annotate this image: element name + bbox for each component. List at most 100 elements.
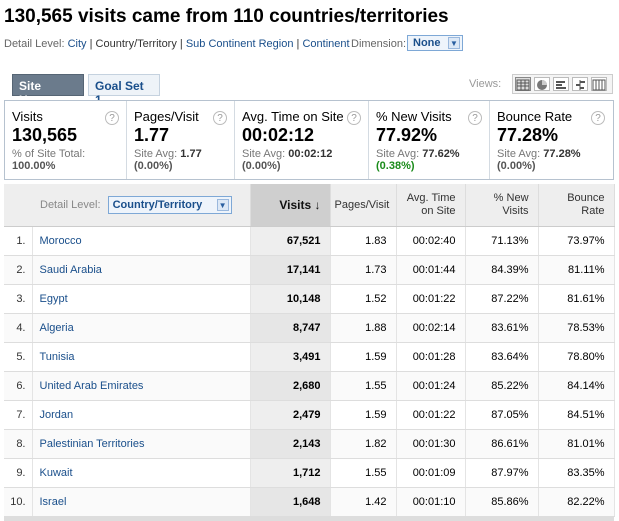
row-bounce-rate: 83.35% bbox=[538, 458, 615, 488]
row-avg-time: 00:01:22 bbox=[396, 284, 466, 314]
help-icon[interactable]: ? bbox=[468, 111, 482, 125]
country-link[interactable]: Tunisia bbox=[39, 351, 75, 363]
metric-site-avg: Site Avg: 77.62% bbox=[376, 148, 460, 160]
row-country: Egypt bbox=[32, 284, 251, 314]
table-row: 1. Morocco 67,521 1.83 00:02:40 71.13% 73.97% bbox=[4, 226, 615, 256]
row-visits: 8,747 bbox=[250, 313, 331, 343]
row-index: 2. bbox=[4, 255, 33, 285]
tab-goal-set-1[interactable]: Goal Set 1 bbox=[88, 74, 160, 107]
row-new-visits: 86.61% bbox=[465, 429, 539, 459]
detail-level-subcontinent-link[interactable]: Sub Continent Region bbox=[185, 38, 294, 50]
row-new-visits: 84.39% bbox=[465, 255, 539, 285]
country-link[interactable]: Jordan bbox=[39, 409, 74, 421]
country-link[interactable]: Palestinian Territories bbox=[39, 438, 145, 450]
scorecard: Visits 130,565 % of Site Total: 100.00% … bbox=[4, 100, 614, 180]
column-header-pages-visit[interactable]: Pages/Visit bbox=[330, 184, 397, 227]
country-link[interactable]: Algeria bbox=[39, 322, 74, 334]
country-link[interactable]: Israel bbox=[39, 496, 67, 508]
row-country: Kuwait bbox=[32, 458, 251, 488]
pie-view-icon[interactable] bbox=[534, 77, 550, 91]
metric-sub-label: % of Site Total: bbox=[12, 148, 86, 160]
metric-name: Pages/Visit bbox=[134, 109, 199, 124]
row-country: Tunisia bbox=[32, 342, 251, 372]
country-link[interactable]: Saudi Arabia bbox=[39, 264, 102, 276]
table-header-row: Detail Level: Country/Territory ▼ Visits… bbox=[4, 184, 615, 227]
row-visits: 2,479 bbox=[250, 400, 331, 430]
table-view-icon[interactable] bbox=[515, 77, 531, 91]
table-row: 6. United Arab Emirates 2,680 1.55 00:01:24 8… bbox=[4, 371, 615, 401]
column-header-bounce-rate[interactable]: Bounce Rate bbox=[538, 184, 615, 227]
metric-name: Bounce Rate bbox=[497, 109, 573, 124]
metric-value: 130,565 bbox=[12, 125, 78, 145]
row-country: Palestinian Territories bbox=[32, 429, 251, 459]
row-visits: 3,491 bbox=[250, 342, 331, 372]
sort-down-arrow-icon: ↓ bbox=[314, 197, 321, 212]
row-bounce-rate: 78.53% bbox=[538, 313, 615, 343]
table-row: 8. Palestinian Territories 2,143 1.82 00:01:… bbox=[4, 429, 615, 459]
help-icon[interactable]: ? bbox=[213, 111, 227, 125]
views-switcher bbox=[512, 74, 613, 94]
row-country: Jordan bbox=[32, 400, 251, 430]
country-link[interactable]: Kuwait bbox=[39, 467, 73, 479]
row-visits: 1,712 bbox=[250, 458, 331, 488]
metric-delta: (0.00%) bbox=[242, 160, 281, 172]
row-pages-visit: 1.83 bbox=[330, 226, 397, 256]
detail-level-select[interactable]: Country/Territory ▼ bbox=[107, 196, 232, 214]
row-index: 7. bbox=[4, 400, 33, 430]
row-new-visits: 87.22% bbox=[465, 284, 539, 314]
metric-site-avg: Site Avg: 1.77 bbox=[134, 148, 202, 160]
row-new-visits: 83.61% bbox=[465, 313, 539, 343]
column-header-new-visits[interactable]: % New Visits bbox=[465, 184, 539, 227]
dimension-value: None bbox=[413, 37, 441, 49]
comparison-view-icon[interactable] bbox=[572, 77, 588, 91]
help-icon[interactable]: ? bbox=[347, 111, 361, 125]
row-avg-time: 00:01:22 bbox=[396, 400, 466, 430]
row-visits: 17,141 bbox=[250, 255, 331, 285]
help-icon[interactable]: ? bbox=[591, 111, 605, 125]
metric-value: 77.92% bbox=[376, 125, 438, 145]
detail-level-city-link[interactable]: City bbox=[67, 38, 87, 50]
detail-level-continent-link[interactable]: Continent bbox=[302, 38, 350, 50]
detail-level-row: Detail Level: City | Country/Territory |… bbox=[4, 38, 350, 50]
country-link[interactable]: Morocco bbox=[39, 235, 82, 247]
help-icon[interactable]: ? bbox=[105, 111, 119, 125]
pagination-strip bbox=[4, 516, 614, 521]
row-avg-time: 00:01:24 bbox=[396, 371, 466, 401]
metric-avg-time: Avg. Time on Site 00:02:12 Site Avg: 00:… bbox=[235, 101, 369, 179]
table-row: 9. Kuwait 1,712 1.55 00:01:09 87.97% 83.35% bbox=[4, 458, 615, 488]
column-header-avg-time[interactable]: Avg. Time on Site bbox=[396, 184, 466, 227]
detail-level-header: Detail Level: Country/Territory ▼ bbox=[4, 184, 251, 227]
pivot-view-icon[interactable] bbox=[591, 77, 607, 91]
table-row: 3. Egypt 10,148 1.52 00:01:22 87.22% 81.61% bbox=[4, 284, 615, 314]
country-link[interactable]: United Arab Emirates bbox=[39, 380, 144, 392]
views-label: Views: bbox=[469, 78, 502, 90]
row-index: 10. bbox=[4, 487, 33, 517]
page-title: 130,565 visits came from 110 countries/t… bbox=[4, 6, 449, 27]
metric-new-visits: % New Visits 77.92% Site Avg: 77.62% (0.… bbox=[369, 101, 490, 179]
row-bounce-rate: 81.11% bbox=[538, 255, 615, 285]
performance-view-icon[interactable] bbox=[553, 77, 569, 91]
metric-pages-visit: Pages/Visit 1.77 Site Avg: 1.77 (0.00%) … bbox=[127, 101, 235, 179]
row-index: 1. bbox=[4, 226, 33, 256]
row-visits: 67,521 bbox=[250, 226, 331, 256]
row-bounce-rate: 84.51% bbox=[538, 400, 615, 430]
row-pages-visit: 1.55 bbox=[330, 371, 397, 401]
metric-delta: (0.00%) bbox=[497, 160, 536, 172]
detail-level-label: Detail Level: bbox=[40, 198, 101, 211]
tab-site-usage[interactable]: Site Usage bbox=[12, 74, 84, 107]
detail-level-label: Detail Level: bbox=[4, 38, 65, 50]
column-header-visits[interactable]: Visits ↓ bbox=[250, 184, 331, 227]
detail-level-country-current: Country/Territory bbox=[95, 38, 177, 50]
row-country: Algeria bbox=[32, 313, 251, 343]
data-table: Detail Level: Country/Territory ▼ Visits… bbox=[4, 184, 615, 517]
table-row: 7. Jordan 2,479 1.59 00:01:22 87.05% 84.51% bbox=[4, 400, 615, 430]
row-pages-visit: 1.55 bbox=[330, 458, 397, 488]
metric-delta: (0.00%) bbox=[134, 160, 173, 172]
dimension-select[interactable]: None ▼ bbox=[407, 35, 463, 51]
table-row: 4. Algeria 8,747 1.88 00:02:14 83.61% 78.53% bbox=[4, 313, 615, 343]
chevron-down-icon: ▼ bbox=[216, 199, 229, 211]
row-index: 5. bbox=[4, 342, 33, 372]
metric-name: Avg. Time on Site bbox=[242, 109, 344, 124]
row-visits: 2,680 bbox=[250, 371, 331, 401]
country-link[interactable]: Egypt bbox=[39, 293, 68, 305]
